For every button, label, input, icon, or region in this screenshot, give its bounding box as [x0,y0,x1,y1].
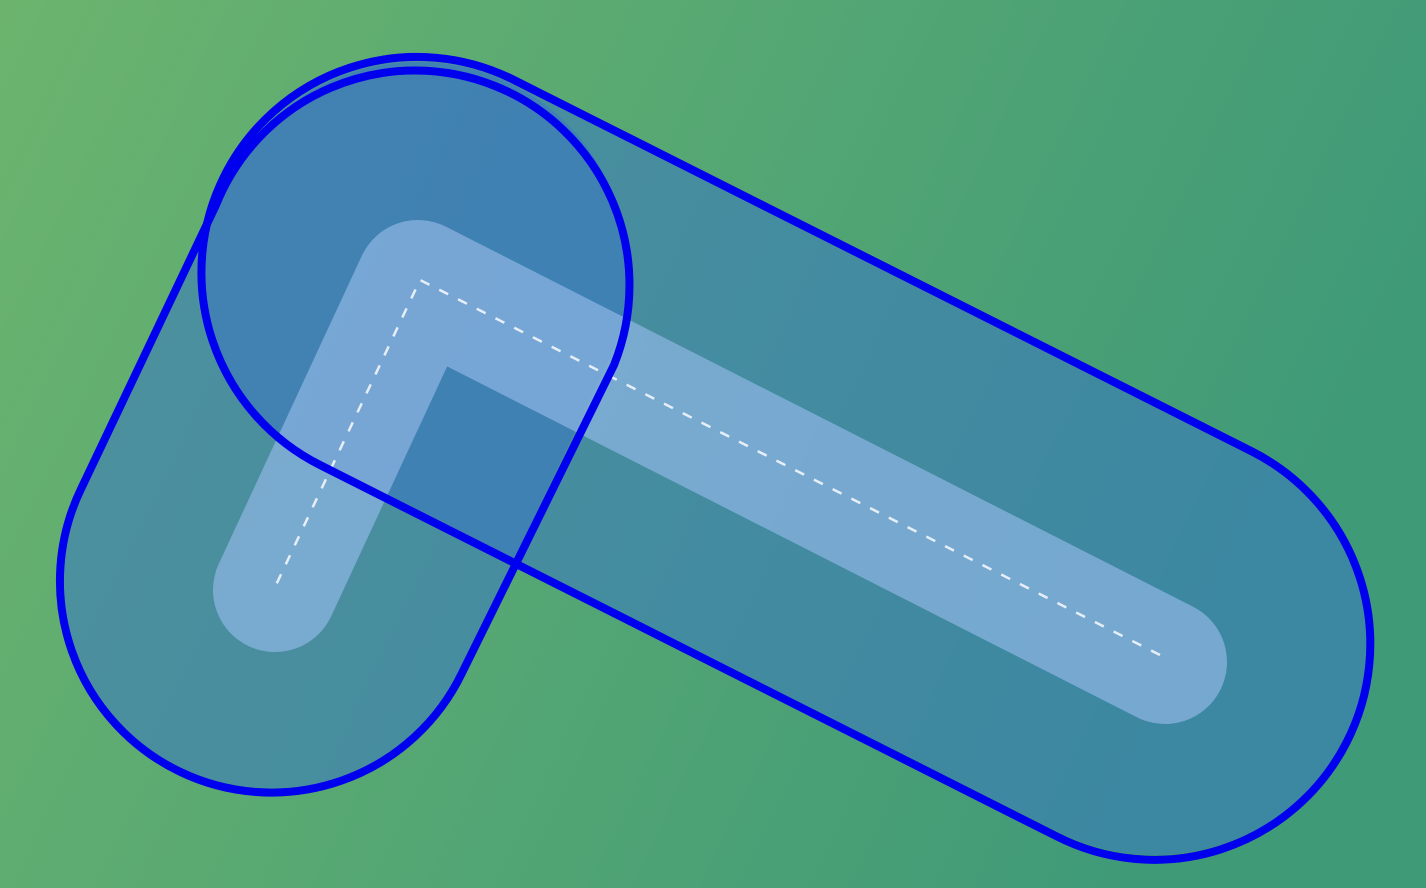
short-capsule-outline [55,66,634,797]
long-capsule-outline [197,52,1375,864]
dashed-centerline [274,278,1161,657]
